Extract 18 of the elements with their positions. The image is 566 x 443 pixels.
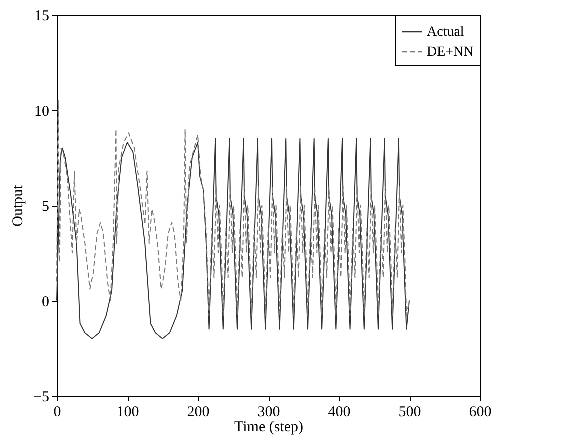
y-tick-label: 5 — [42, 199, 50, 215]
line-series — [56, 138, 410, 340]
x-tick-label: 600 — [469, 404, 492, 420]
line-series — [56, 100, 410, 316]
x-tick-label: 300 — [258, 404, 280, 420]
legend-label: DE+NN — [427, 45, 474, 60]
y-tick-label: −5 — [34, 390, 50, 406]
x-tick-label: 0 — [54, 404, 62, 420]
y-axis-title: Output — [10, 184, 27, 227]
y-tick-label: 15 — [34, 8, 50, 24]
x-tick-label: 500 — [398, 404, 422, 420]
y-tick-label: 0 — [42, 294, 50, 310]
x-axis-title: Time (step) — [234, 420, 304, 436]
legend-label: Actual — [427, 25, 464, 40]
x-tick-label: 400 — [328, 404, 351, 420]
y-tick-label: 10 — [34, 104, 50, 120]
x-tick-label: 200 — [187, 404, 210, 420]
x-tick-label: 100 — [116, 404, 140, 420]
